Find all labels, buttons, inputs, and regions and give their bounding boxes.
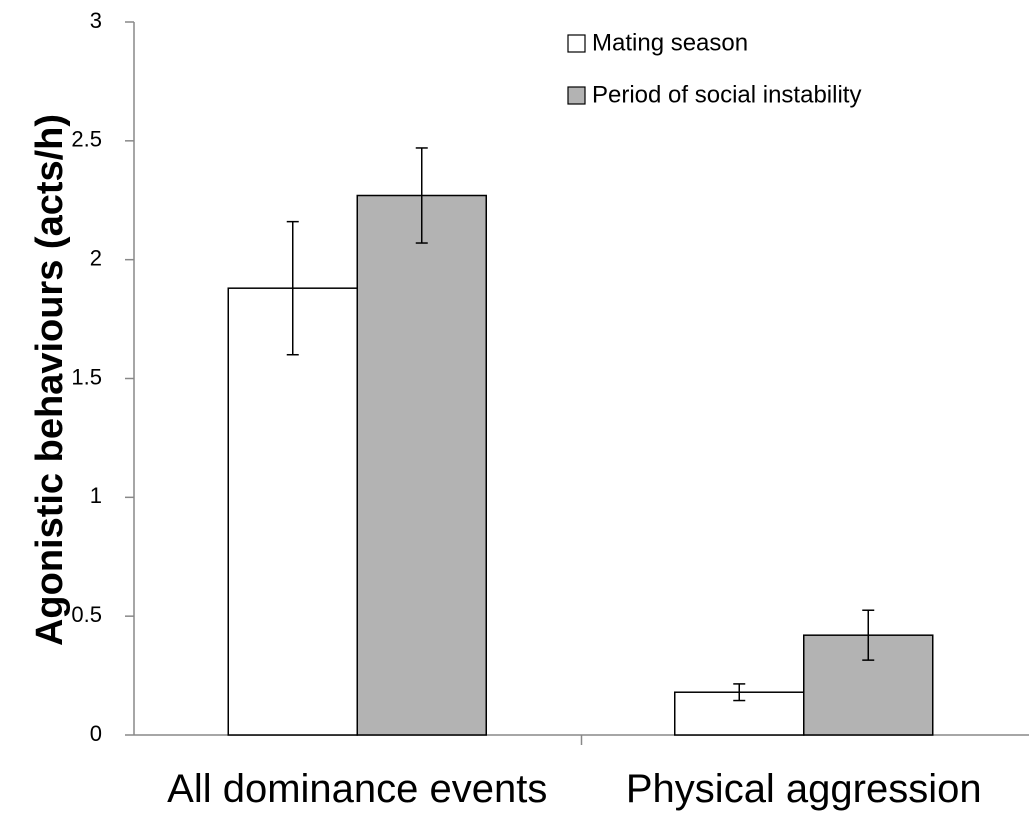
legend-swatch [567,34,586,53]
legend-label: Mating season [592,29,748,56]
bars [227,147,934,736]
y-tick-label: 0 [90,721,102,746]
y-axis-label: Agonistic behaviours (acts/h) [29,114,71,646]
y-tick-label: 0.5 [71,602,102,627]
bar [356,194,487,736]
bar [227,287,358,736]
y-tick-label: 3 [90,8,102,33]
x-category-label: Physical aggression [626,767,982,811]
y-tick-label: 2.5 [71,127,102,152]
legend-swatch [567,86,586,105]
legend-label: Period of social instability [592,81,861,108]
axes: 0 0.5 1 1.5 2 2.5 3 All dominance events Physica… [71,8,1029,811]
y-tick-label: 2 [90,245,102,270]
x-category-label: All dominance events [167,767,547,811]
y-tick-label: 1.5 [71,364,102,389]
legend: Mating season Period of social instabilit… [567,29,861,108]
y-tick-label: 1 [90,483,102,508]
